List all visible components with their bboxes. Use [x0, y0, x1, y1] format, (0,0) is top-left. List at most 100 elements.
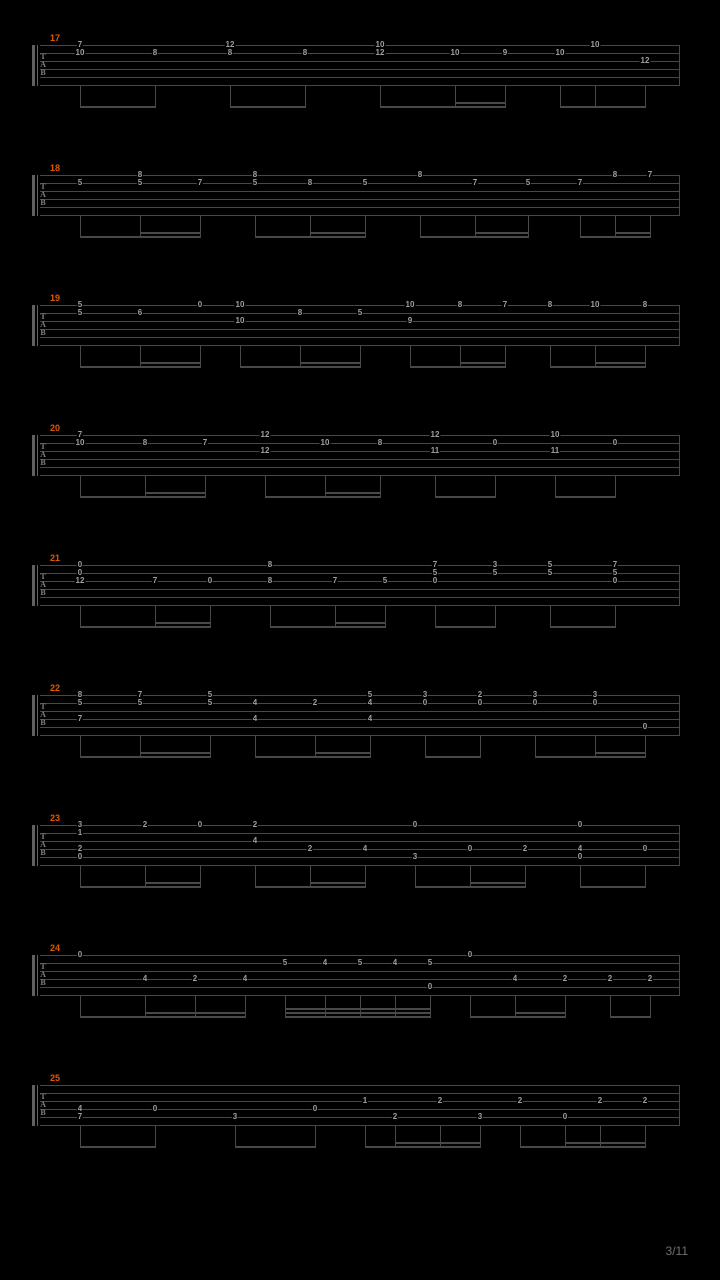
- tab-staff: TAB58578585875787: [40, 175, 680, 216]
- string-line: [40, 69, 680, 70]
- fret-number: 5: [547, 569, 553, 577]
- note-stem: [495, 606, 496, 628]
- beam: [140, 232, 201, 234]
- tab-clef-label: TAB: [38, 183, 48, 207]
- measure-number: 21: [50, 553, 60, 563]
- tab-clef-letter: B: [38, 1109, 48, 1117]
- string-line: [40, 207, 680, 208]
- string-line: [40, 857, 680, 858]
- note-stem: [200, 216, 201, 238]
- note-stem: [195, 996, 196, 1018]
- note-stem: [495, 476, 496, 498]
- note-stem: [415, 866, 416, 888]
- note-stem: [140, 736, 141, 758]
- fret-number: 0: [642, 723, 648, 731]
- string-line: [40, 1085, 680, 1086]
- note-stem: [610, 996, 611, 1018]
- note-stem: [425, 736, 426, 758]
- string-line: [40, 581, 680, 582]
- note-stem: [310, 866, 311, 888]
- note-stem: [80, 216, 81, 238]
- string-line: [40, 825, 680, 826]
- fret-number: 0: [577, 853, 583, 861]
- beam: [80, 106, 156, 108]
- note-stem: [460, 346, 461, 368]
- note-stem: [370, 736, 371, 758]
- left-bracket: [32, 955, 35, 996]
- note-stem: [80, 346, 81, 368]
- fret-number: 5: [362, 179, 368, 187]
- note-stem: [155, 1126, 156, 1148]
- tab-staff: TAB042454545004222: [40, 955, 680, 996]
- string-line: [40, 979, 680, 980]
- measure: 22TAB8577555442544302030300: [40, 695, 680, 736]
- beam: [310, 882, 366, 884]
- fret-number: 10: [405, 301, 416, 309]
- fret-number: 8: [547, 301, 553, 309]
- beam: [145, 492, 206, 494]
- fret-number: 2: [647, 975, 653, 983]
- fret-number: 2: [392, 1113, 398, 1121]
- beam: [565, 1142, 646, 1144]
- fret-number: 2: [252, 821, 258, 829]
- fret-number: 10: [235, 317, 246, 325]
- beam: [470, 1016, 566, 1018]
- measure-number: 18: [50, 163, 60, 173]
- note-stem: [580, 866, 581, 888]
- right-barline: [679, 825, 680, 866]
- note-stem: [380, 86, 381, 108]
- fret-number: 9: [502, 49, 508, 57]
- fret-number: 0: [412, 821, 418, 829]
- fret-number: 12: [430, 431, 441, 439]
- note-stem: [565, 1126, 566, 1148]
- tab-staff: TAB8577555442544302030300: [40, 695, 680, 736]
- note-stem: [145, 476, 146, 498]
- fret-number: 0: [197, 301, 203, 309]
- beam: [475, 232, 529, 234]
- fret-number: 2: [437, 1097, 443, 1105]
- fret-number: 5: [382, 577, 388, 585]
- fret-number: 10: [75, 49, 86, 57]
- string-line: [40, 987, 680, 988]
- fret-number: 0: [432, 577, 438, 585]
- fret-number: 0: [562, 1113, 568, 1121]
- beam: [265, 496, 381, 498]
- note-stem: [515, 996, 516, 1018]
- fret-number: 1: [362, 1097, 368, 1105]
- string-line: [40, 841, 680, 842]
- note-stem: [210, 736, 211, 758]
- note-stem: [645, 86, 646, 108]
- beam: [145, 882, 201, 884]
- measure: 21TAB00127088757503555750: [40, 565, 680, 606]
- string-line: [40, 971, 680, 972]
- fret-number: 0: [467, 951, 473, 959]
- fret-number: 5: [357, 309, 363, 317]
- note-stem: [325, 476, 326, 498]
- note-stem: [395, 996, 396, 1018]
- note-stem: [80, 86, 81, 108]
- note-stem: [650, 996, 651, 1018]
- beam: [270, 626, 386, 628]
- fret-number: 5: [137, 699, 143, 707]
- fret-number: 9: [407, 317, 413, 325]
- tab-staff: TAB312020242403020400: [40, 825, 680, 866]
- string-line: [40, 329, 680, 330]
- beam: [255, 886, 366, 888]
- beam: [145, 1012, 246, 1014]
- string-line: [40, 849, 680, 850]
- fret-number: 11: [430, 447, 440, 455]
- fret-number: 4: [252, 837, 258, 845]
- page-number: 3/11: [666, 1244, 688, 1258]
- fret-number: 2: [307, 845, 313, 853]
- note-stem: [525, 866, 526, 888]
- note-stem: [600, 1126, 601, 1148]
- note-stem: [505, 346, 506, 368]
- beam: [610, 1016, 651, 1018]
- note-stem: [285, 996, 286, 1018]
- fret-number: 2: [562, 975, 568, 983]
- string-line: [40, 573, 680, 574]
- fret-number: 0: [477, 699, 483, 707]
- fret-number: 8: [642, 301, 648, 309]
- right-barline: [679, 175, 680, 216]
- fret-number: 2: [522, 845, 528, 853]
